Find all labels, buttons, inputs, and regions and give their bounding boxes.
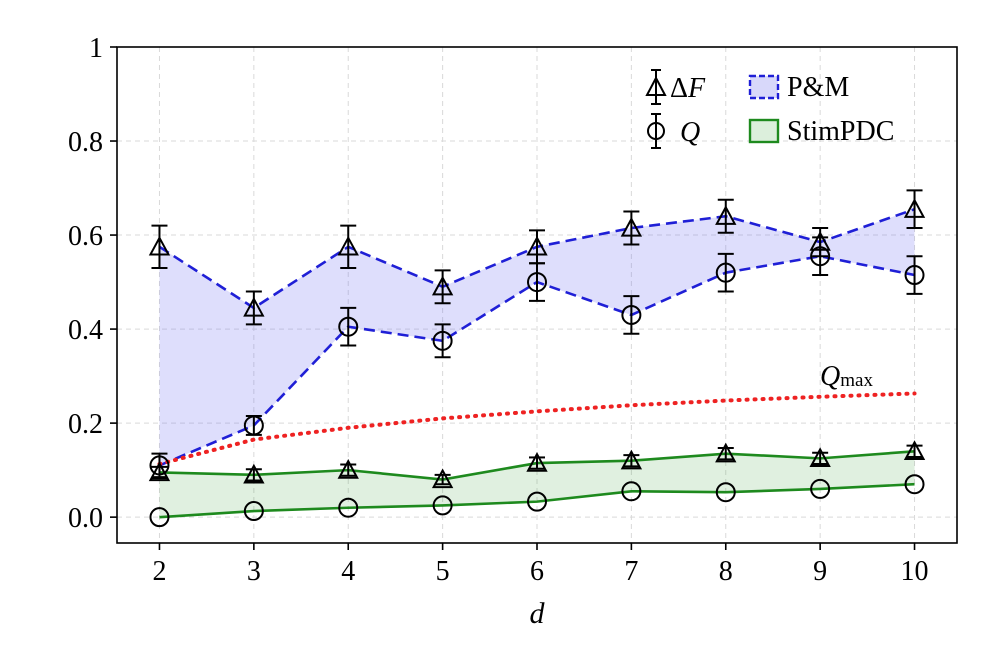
data-point	[338, 497, 359, 518]
legend-label-stimpdc: StimPDC	[787, 116, 894, 147]
data-point	[431, 275, 454, 296]
series-line-qmax	[157, 391, 917, 467]
series-markers	[148, 189, 926, 528]
x-tick-label: 10	[901, 556, 929, 587]
data-point	[621, 481, 642, 502]
x-tick-label: 6	[530, 556, 544, 587]
x-tick-label: 7	[624, 556, 638, 587]
x-axis-label: d	[530, 597, 546, 630]
fill-region-p-m	[159, 209, 915, 466]
fill-region-stimpdc	[159, 451, 915, 518]
data-point	[527, 272, 547, 293]
y-tick-label: 0.8	[68, 127, 103, 158]
legend-triangle-marker	[645, 75, 667, 96]
data-point	[338, 316, 359, 337]
legend: ΔF Q P&M StimPDC	[645, 69, 894, 149]
legend-circle-marker	[647, 122, 665, 140]
data-point	[526, 451, 548, 472]
data-point	[243, 463, 265, 484]
data-point	[431, 468, 454, 489]
data-point	[904, 474, 925, 495]
x-tick-label: 5	[436, 556, 450, 587]
data-point	[620, 449, 643, 470]
data-point	[526, 235, 548, 256]
data-point	[148, 235, 171, 256]
x-tick-label: 9	[813, 556, 827, 587]
x-tick-label: 8	[719, 556, 733, 587]
data-point	[903, 440, 926, 460]
data-point	[715, 205, 737, 225]
data-point	[432, 330, 453, 351]
x-tick-label: 3	[247, 556, 261, 587]
data-point	[810, 478, 831, 499]
data-point	[620, 216, 643, 237]
y-tick-label: 0.0	[68, 503, 103, 534]
data-point	[809, 447, 831, 468]
x-tick-label: 2	[152, 556, 166, 587]
data-point	[903, 198, 926, 218]
fill-regions	[159, 209, 915, 518]
data-point	[621, 304, 642, 325]
data-point	[527, 491, 547, 512]
legend-swatch-stimpdc	[748, 118, 780, 144]
data-point	[148, 461, 171, 482]
annotation: Qmax	[820, 361, 873, 392]
y-tick-label: 0.6	[68, 221, 103, 252]
data-point	[432, 495, 453, 516]
x-tick-label: 4	[341, 556, 355, 587]
series-line-stimpdc-q	[159, 482, 915, 519]
legend-swatch-p-m	[748, 74, 780, 100]
data-point	[715, 262, 736, 283]
data-point	[243, 296, 265, 317]
legend-label-q: Q	[680, 117, 700, 148]
y-tick-label: 0.2	[68, 409, 103, 440]
data-point	[810, 246, 831, 267]
axes: 0.0 0.2 0.4 0.6 0.8 1 2 3 4 5 6 7 8 9 10 d	[68, 33, 958, 630]
y-tick-label: 0.4	[68, 315, 103, 346]
legend-label-p-m: P&M	[787, 72, 849, 103]
data-point	[904, 265, 925, 286]
data-point	[243, 501, 264, 522]
data-point	[337, 459, 359, 479]
data-point	[715, 442, 737, 463]
y-tick-label: 1	[89, 33, 103, 64]
data-point	[337, 235, 359, 256]
data-point	[243, 415, 264, 436]
legend-label-f: ΔF	[670, 73, 706, 104]
data-point	[149, 507, 170, 528]
qmax-annotation: Qmax	[820, 361, 873, 392]
data-point	[715, 482, 736, 503]
